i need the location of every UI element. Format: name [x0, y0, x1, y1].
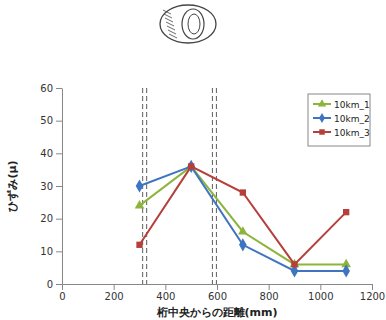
tire-icon [160, 5, 216, 43]
tick-label: 30 [40, 181, 53, 192]
tire-tread [165, 18, 173, 22]
tick-mark [269, 284, 270, 290]
marker [240, 189, 246, 195]
legend-label: 10km_2 [334, 114, 370, 124]
tick-label: 20 [40, 213, 53, 224]
tire-tread [163, 10, 171, 14]
tick: 600 [208, 284, 227, 302]
tick: 20 [40, 213, 62, 224]
tick: 50 [40, 115, 62, 126]
tick-mark [62, 284, 63, 290]
tick-mark [56, 153, 62, 154]
tick: 400 [156, 284, 175, 302]
legend-label: 10km_3 [334, 128, 370, 138]
tick-mark [56, 88, 62, 89]
y-axis-title: ひずみ(μ) [6, 160, 19, 211]
y-axis: 0 10 20 30 40 50 60 [40, 83, 62, 290]
reference-line [212, 88, 213, 284]
tire-rim [182, 9, 204, 39]
tick: 40 [40, 148, 62, 159]
tick-label: 60 [40, 83, 53, 94]
tick-mark [56, 284, 62, 285]
marker [135, 200, 145, 208]
reference-line [216, 88, 217, 284]
marker [291, 261, 297, 267]
tick-label: 0 [59, 291, 65, 302]
tick-mark [56, 251, 62, 252]
tire-outer [160, 5, 216, 43]
axis-line [62, 89, 63, 285]
tire-hub [188, 14, 200, 34]
x-axis: 0 200 400 600 800 1000 1200 [59, 284, 385, 302]
legend-marker [319, 113, 325, 123]
tick-label: 1000 [308, 291, 333, 302]
x-axis-title: 桁中央からの距離(mm) [156, 306, 278, 319]
legend-marker [319, 129, 324, 134]
tick-label: 600 [208, 291, 227, 302]
marker [239, 238, 247, 251]
marker [342, 264, 350, 277]
chart: 0 200 400 600 800 1000 1200 0 10 20 30 40 50 60 10km_1… [0, 0, 386, 320]
series-line [140, 166, 347, 271]
legend: 10km_1 10km_2 10km_3 [308, 94, 370, 146]
tick-label: 800 [260, 291, 279, 302]
tire-tread [167, 26, 175, 30]
tick-mark [56, 186, 62, 187]
tire-tread [164, 14, 172, 18]
legend-marker [318, 99, 326, 106]
tire-tread [166, 22, 174, 26]
tick-label: 10 [40, 246, 53, 257]
tick: 0 [47, 279, 62, 290]
marker [136, 242, 142, 248]
tire-tread [169, 34, 177, 38]
tick-mark [56, 219, 62, 220]
marker [188, 163, 194, 169]
tick-label: 400 [156, 291, 175, 302]
tick: 0 [59, 284, 65, 302]
tick: 60 [40, 83, 62, 94]
tick: 1000 [308, 284, 333, 302]
tick-mark [56, 121, 62, 122]
marker [238, 226, 248, 234]
tick: 1200 [360, 284, 385, 302]
tick-mark [165, 284, 166, 290]
tick: 800 [260, 284, 279, 302]
tick-label: 50 [40, 115, 53, 126]
legend-box [308, 94, 370, 146]
tick-mark [217, 284, 218, 290]
tick-label: 0 [47, 279, 53, 290]
tick-label: 1200 [360, 291, 385, 302]
tick: 10 [40, 246, 62, 257]
tire-tread [168, 30, 176, 34]
tick-label: 200 [105, 291, 124, 302]
reference-line [146, 88, 147, 284]
data-area [135, 88, 351, 284]
tick-label: 40 [40, 148, 53, 159]
marker [136, 179, 144, 192]
series-line [140, 166, 347, 264]
tick: 200 [105, 284, 124, 302]
tick-mark [114, 284, 115, 290]
tick-mark [320, 284, 321, 290]
plot: 0 200 400 600 800 1000 1200 0 10 20 30 40 50 60 10km_1… [40, 83, 385, 302]
legend-label: 10km_1 [334, 100, 370, 110]
tick-mark [372, 284, 373, 290]
marker [343, 209, 349, 215]
tick: 30 [40, 181, 62, 192]
series-line [140, 166, 347, 264]
